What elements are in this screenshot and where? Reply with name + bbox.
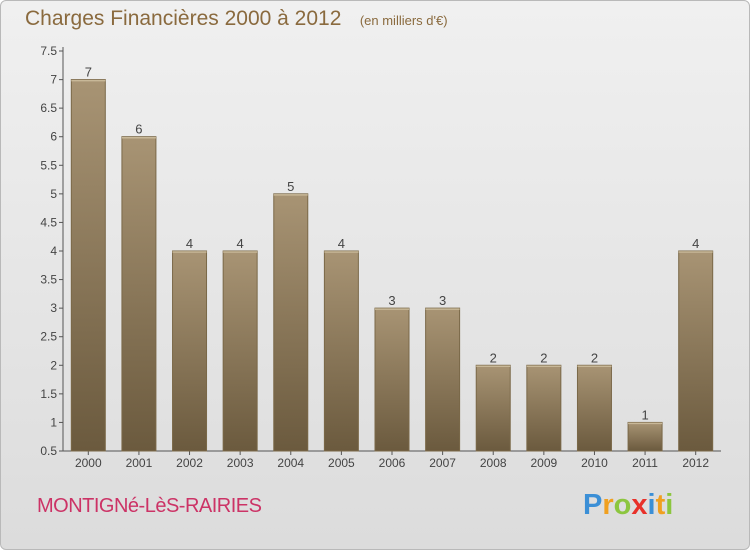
bar-2002 — [172, 250, 208, 452]
y-tick-label: 4 — [50, 244, 57, 258]
bars — [70, 79, 714, 452]
bar-2005 — [323, 250, 359, 452]
logo-letter: P — [583, 489, 603, 521]
x-tick-label: 2009 — [530, 456, 557, 470]
bar-2006 — [374, 307, 410, 452]
data-label: 3 — [439, 293, 446, 308]
chart-title: Charges Financières 2000 à 2012 — [25, 7, 342, 30]
commune-name: MONTIGNé-LèS-RAIRIES — [37, 495, 262, 517]
x-tick-label: 2010 — [581, 456, 608, 470]
bar-2007 — [425, 307, 461, 452]
data-labels: 7 6 4 4 5 4 3 3 2 2 2 1 4 — [85, 65, 700, 423]
bar-2012 — [678, 250, 714, 452]
y-tick-label: 1.5 — [40, 387, 57, 401]
bar-2010 — [576, 364, 612, 452]
y-tick-label: 4.5 — [40, 215, 57, 229]
data-label: 6 — [135, 122, 142, 137]
x-tick-label: 2004 — [277, 456, 304, 470]
logo-letter: i — [665, 489, 674, 521]
y-tick-label: 1 — [50, 415, 57, 429]
x-tick-label: 2000 — [75, 456, 102, 470]
logo-letter: i — [647, 489, 656, 521]
bar-2000 — [70, 79, 106, 452]
data-label: 4 — [338, 236, 345, 251]
y-tick-label: 6 — [50, 130, 57, 144]
x-tick-label: 2003 — [227, 456, 254, 470]
y-tick-label: 6.5 — [40, 101, 57, 115]
x-tick-label: 2012 — [682, 456, 709, 470]
y-tick-label: 5.5 — [40, 158, 57, 172]
bar-2003 — [222, 250, 258, 452]
data-label: 2 — [490, 350, 497, 365]
y-tick-label: 7 — [50, 73, 57, 87]
logo-letter: o — [613, 489, 632, 521]
data-label: 1 — [641, 407, 648, 422]
x-tick-label: 2002 — [176, 456, 203, 470]
y-tick-label: 5 — [50, 187, 57, 201]
data-label: 2 — [540, 350, 547, 365]
data-label: 2 — [591, 350, 598, 365]
x-tick-label: 2011 — [632, 456, 658, 470]
x-tick-label: 2008 — [480, 456, 507, 470]
y-tick-label: 2 — [50, 358, 57, 372]
data-label: 3 — [388, 293, 395, 308]
bar-2004 — [273, 193, 309, 452]
data-label: 4 — [237, 236, 244, 251]
y-tick-label: 3 — [50, 301, 57, 315]
bar-2009 — [526, 364, 562, 452]
x-tick-label: 2001 — [126, 456, 153, 470]
bar-2001 — [121, 136, 157, 452]
y-tick-label: 2.5 — [40, 330, 57, 344]
x-tick-label: 2005 — [328, 456, 355, 470]
data-label: 4 — [186, 236, 193, 251]
title-row: Charges Financières 2000 à 2012 (en mill… — [25, 7, 448, 31]
data-label: 5 — [287, 179, 294, 194]
y-tick-label: 0.5 — [40, 444, 57, 458]
data-label: 7 — [85, 65, 92, 80]
y-tick-label: 3.5 — [40, 273, 57, 287]
logo-letter: t — [655, 489, 666, 521]
logo-letter: x — [631, 489, 648, 521]
bar-2008 — [475, 364, 511, 452]
data-label: 4 — [692, 236, 699, 251]
x-tick-label: 2006 — [379, 456, 406, 470]
logo-letter: r — [602, 489, 614, 521]
proxiti-logo: Proxiti — [583, 489, 673, 522]
chart-subtitle: (en milliers d'€) — [359, 13, 448, 28]
y-tick-label: 7.5 — [40, 44, 57, 58]
bar-2011 — [627, 421, 663, 452]
x-tick-label: 2007 — [429, 456, 456, 470]
